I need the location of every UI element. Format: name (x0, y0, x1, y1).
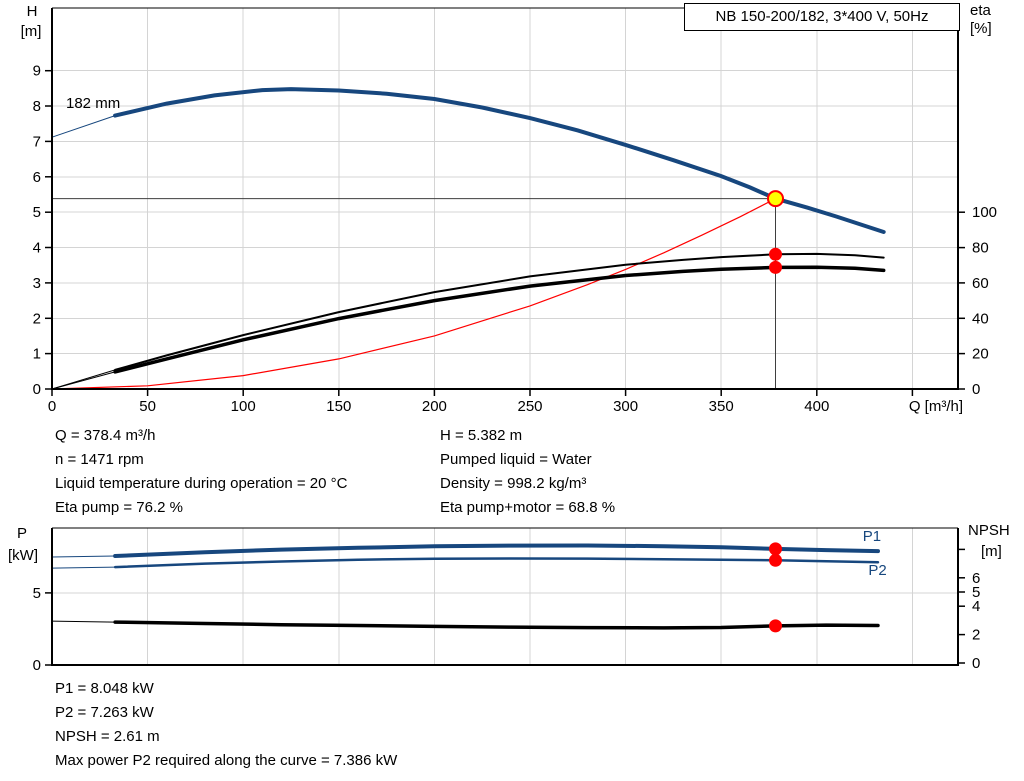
tick-label-right: 0 (972, 655, 980, 672)
p2-curve-lead (51, 566, 116, 569)
curve-label-182-mm: 182 mm (66, 95, 120, 112)
tick-label-x: 300 (613, 398, 638, 415)
eta-pump-motor-curve-lead (51, 371, 116, 390)
tick-label-left: 0 (33, 657, 41, 674)
tick-label-x: 350 (709, 398, 734, 415)
tick-label-x: 100 (231, 398, 256, 415)
tick-label-x: 400 (804, 398, 829, 415)
info-density: Density = 998.2 kg/m³ (440, 475, 587, 492)
tick-label-left: 0 (33, 381, 41, 398)
hq-eta-chart: 0 1 2 3 4 5 6 7 8 9 0 20 40 60 80 100 0 50 100 150 200 250 300… (33, 7, 997, 415)
tick-label-right: 2 (972, 627, 980, 644)
tick-label-right: 80 (972, 240, 989, 257)
npsh-curve-lead (51, 620, 116, 623)
tick-label-x: 250 (517, 398, 542, 415)
info-head: H = 5.382 m (440, 427, 523, 444)
tick-label-right: 5 (972, 584, 980, 601)
info-p1: P1 = 8.048 kW (55, 680, 154, 697)
info-speed: n = 1471 rpm (55, 451, 144, 468)
p2-curve (113, 557, 880, 569)
eta-axis-unit: [%] (970, 20, 992, 37)
tick-label-left: 2 (33, 310, 41, 327)
p1-curve (113, 543, 880, 558)
tick-label-x: 0 (48, 398, 56, 415)
tick-label-left: 4 (33, 240, 41, 257)
h-axis-unit: [m] (20, 23, 42, 40)
tick-label-right: 100 (972, 204, 997, 221)
info-max-power: Max power P2 required along the curve = … (55, 752, 398, 769)
p-axis-label: P (16, 525, 27, 542)
tick-label-x: 200 (422, 398, 447, 415)
curve-label-p1: P1 (863, 528, 881, 545)
tick-label-left: 9 (33, 63, 41, 80)
duty-info-left: Q = 378.4 m³/h n = 1471 rpm Liquid tempe… (55, 424, 347, 520)
tick-label-right: 20 (972, 346, 989, 363)
pump-title-box: NB 150-200/182, 3*400 V, 50Hz (684, 3, 960, 31)
tick-label-left: 1 (33, 346, 41, 363)
p1-duty-dot (769, 542, 782, 556)
tick-label-right: 6 (972, 570, 980, 587)
tick-label-left: 5 (33, 204, 41, 221)
npsh-axis-unit: [m] (981, 543, 1002, 560)
eta-pump-motor-duty-dot (769, 260, 782, 274)
system-curve (51, 198, 777, 390)
tick-label-right: 60 (972, 275, 989, 292)
tick-label-x: 50 (139, 398, 156, 415)
duty-info-right: H = 5.382 m Pumped liquid = Water Densit… (440, 424, 615, 520)
info-eta-pump-motor: Eta pump+motor = 68.8 % (440, 499, 616, 516)
info-p2: P2 = 7.263 kW (55, 704, 154, 721)
pump-curve-182mm (113, 87, 886, 234)
pump-curve-lead (51, 115, 116, 138)
eta-axis-label: eta (970, 2, 991, 19)
tick-label-left: 3 (33, 275, 41, 292)
npsh-axis-label: NPSH (968, 522, 1010, 539)
h-axis-label: H (26, 3, 38, 20)
tick-label-left: 5 (33, 585, 41, 602)
info-eta-pump: Eta pump = 76.2 % (55, 499, 183, 516)
eta-pump-duty-dot (769, 247, 782, 261)
p2-duty-dot (769, 553, 782, 567)
info-npsh: NPSH = 2.61 m (55, 728, 160, 745)
eta-pump-motor-curve (113, 265, 886, 374)
power-info: P1 = 8.048 kW P2 = 7.263 kW NPSH = 2.61 … (55, 677, 397, 773)
tick-label-x: 150 (326, 398, 351, 415)
eta-pump-curve (114, 252, 885, 371)
q-axis-label: Q [m³/h] (908, 398, 963, 415)
info-flow: Q = 378.4 m³/h (55, 427, 156, 444)
npsh-duty-dot (769, 619, 782, 633)
info-pumped-liquid: Pumped liquid = Water (440, 451, 592, 468)
tick-label-right: 0 (972, 381, 980, 398)
p-axis-unit: [kW] (8, 547, 38, 564)
tick-label-right: 4 (972, 598, 980, 615)
p1-curve-lead (51, 555, 116, 558)
npsh-curve (113, 620, 880, 630)
curve-label-p2: P2 (868, 562, 886, 579)
tick-label-left: 8 (33, 98, 41, 115)
tick-label-right: 40 (972, 310, 989, 327)
info-liquid-temperature: Liquid temperature during operation = 20… (55, 475, 348, 492)
tick-label-left: 6 (33, 169, 41, 186)
duty-point (767, 190, 784, 208)
tick-label-left: 7 (33, 133, 41, 150)
